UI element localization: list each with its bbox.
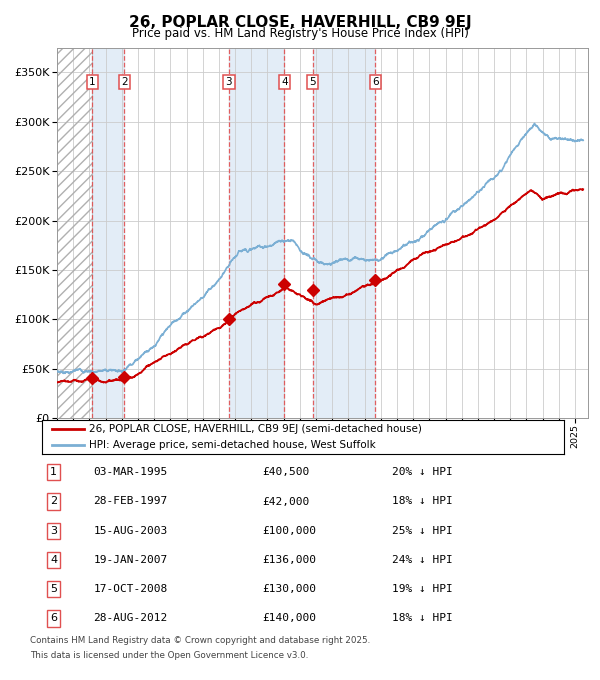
Text: 24% ↓ HPI: 24% ↓ HPI [392,555,452,565]
Text: HPI: Average price, semi-detached house, West Suffolk: HPI: Average price, semi-detached house,… [89,440,376,450]
Text: £42,000: £42,000 [262,496,309,507]
Text: 6: 6 [372,78,379,87]
Text: 4: 4 [281,78,288,87]
Text: 4: 4 [50,555,57,565]
Text: 25% ↓ HPI: 25% ↓ HPI [392,526,452,536]
Bar [57,48,92,418]
Text: £136,000: £136,000 [262,555,316,565]
Text: 5: 5 [50,584,57,594]
Text: 28-FEB-1997: 28-FEB-1997 [94,496,168,507]
Text: 18% ↓ HPI: 18% ↓ HPI [392,613,452,624]
Text: Contains HM Land Registry data © Crown copyright and database right 2025.: Contains HM Land Registry data © Crown c… [30,636,370,645]
Text: 5: 5 [310,78,316,87]
Text: This data is licensed under the Open Government Licence v3.0.: This data is licensed under the Open Gov… [30,651,308,660]
Text: 1: 1 [50,467,57,477]
Text: 3: 3 [226,78,232,87]
Bar [229,48,284,418]
Text: 3: 3 [50,526,57,536]
Text: 19% ↓ HPI: 19% ↓ HPI [392,584,452,594]
Text: £100,000: £100,000 [262,526,316,536]
Text: 2: 2 [121,78,128,87]
Bar [57,48,92,418]
Text: £140,000: £140,000 [262,613,316,624]
Text: £130,000: £130,000 [262,584,316,594]
Text: 28-AUG-2012: 28-AUG-2012 [94,613,168,624]
Text: 2: 2 [50,496,57,507]
Text: 18% ↓ HPI: 18% ↓ HPI [392,496,452,507]
Text: 15-AUG-2003: 15-AUG-2003 [94,526,168,536]
Text: 19-JAN-2007: 19-JAN-2007 [94,555,168,565]
Bar [313,48,375,418]
Text: 20% ↓ HPI: 20% ↓ HPI [392,467,452,477]
Text: Price paid vs. HM Land Registry's House Price Index (HPI): Price paid vs. HM Land Registry's House … [131,27,469,39]
Text: 03-MAR-1995: 03-MAR-1995 [94,467,168,477]
Text: 17-OCT-2008: 17-OCT-2008 [94,584,168,594]
Bar [92,48,124,418]
Text: 26, POPLAR CLOSE, HAVERHILL, CB9 9EJ (semi-detached house): 26, POPLAR CLOSE, HAVERHILL, CB9 9EJ (se… [89,424,422,435]
Text: 1: 1 [89,78,95,87]
Text: 6: 6 [50,613,57,624]
Text: 26, POPLAR CLOSE, HAVERHILL, CB9 9EJ: 26, POPLAR CLOSE, HAVERHILL, CB9 9EJ [128,15,472,30]
Text: £40,500: £40,500 [262,467,309,477]
